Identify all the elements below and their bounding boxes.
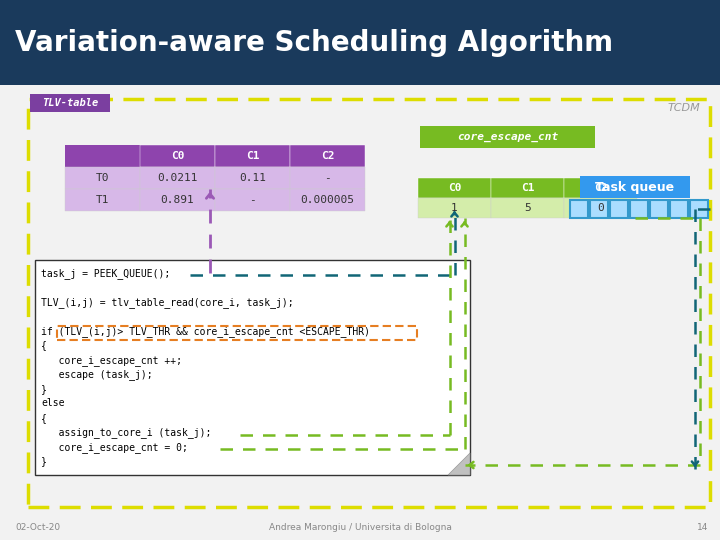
Text: core_i_escape_cnt ++;: core_i_escape_cnt ++; xyxy=(41,355,182,366)
FancyBboxPatch shape xyxy=(690,200,708,218)
Text: 0.11: 0.11 xyxy=(239,173,266,183)
FancyBboxPatch shape xyxy=(215,145,290,167)
FancyBboxPatch shape xyxy=(140,145,215,167)
FancyBboxPatch shape xyxy=(35,260,470,475)
Text: Andrea Marongiu / Universita di Bologna: Andrea Marongiu / Universita di Bologna xyxy=(269,523,451,532)
Text: C2: C2 xyxy=(594,183,607,193)
FancyBboxPatch shape xyxy=(491,178,564,198)
Text: C2: C2 xyxy=(320,151,334,161)
Text: -: - xyxy=(324,173,331,183)
Text: 0.000005: 0.000005 xyxy=(300,195,354,205)
Text: -: - xyxy=(249,195,256,205)
Text: {: { xyxy=(41,341,47,350)
Text: 0.891: 0.891 xyxy=(161,195,194,205)
FancyBboxPatch shape xyxy=(290,189,365,211)
FancyBboxPatch shape xyxy=(290,167,365,189)
Text: 0: 0 xyxy=(597,203,604,213)
FancyBboxPatch shape xyxy=(65,167,140,189)
FancyBboxPatch shape xyxy=(564,178,637,198)
Text: T0: T0 xyxy=(96,173,109,183)
FancyBboxPatch shape xyxy=(564,198,637,218)
Text: Variation-aware Scheduling Algorithm: Variation-aware Scheduling Algorithm xyxy=(15,29,613,57)
FancyBboxPatch shape xyxy=(418,198,491,218)
Text: TLV_(i,j) = tlv_table_read(core_i, task_j);: TLV_(i,j) = tlv_table_read(core_i, task_… xyxy=(41,297,294,308)
Text: 1: 1 xyxy=(451,203,458,213)
FancyBboxPatch shape xyxy=(0,0,720,85)
FancyBboxPatch shape xyxy=(670,200,688,218)
FancyBboxPatch shape xyxy=(140,189,215,211)
Text: assign_to_core_i (task_j);: assign_to_core_i (task_j); xyxy=(41,428,212,438)
Text: if (TLV_(i,j)> TLV_THR && core_i_escape_cnt <ESCAPE_THR): if (TLV_(i,j)> TLV_THR && core_i_escape_… xyxy=(41,326,370,337)
FancyBboxPatch shape xyxy=(590,200,608,218)
FancyBboxPatch shape xyxy=(65,189,140,211)
FancyBboxPatch shape xyxy=(630,200,648,218)
FancyBboxPatch shape xyxy=(418,178,491,198)
Text: task_j = PEEK_QUEUE();: task_j = PEEK_QUEUE(); xyxy=(41,268,170,279)
FancyBboxPatch shape xyxy=(420,126,595,148)
Text: C1: C1 xyxy=(246,151,259,161)
Text: C0: C0 xyxy=(171,151,184,161)
FancyBboxPatch shape xyxy=(580,176,690,198)
Text: }: } xyxy=(41,456,47,467)
FancyBboxPatch shape xyxy=(215,167,290,189)
FancyBboxPatch shape xyxy=(30,94,110,112)
Text: 02-Oct-20: 02-Oct-20 xyxy=(15,523,60,532)
FancyBboxPatch shape xyxy=(290,145,365,167)
Polygon shape xyxy=(448,453,470,475)
Text: core_i_escape_cnt = 0;: core_i_escape_cnt = 0; xyxy=(41,442,188,453)
Text: T1: T1 xyxy=(96,195,109,205)
Text: core_escape_cnt: core_escape_cnt xyxy=(457,132,558,142)
FancyBboxPatch shape xyxy=(610,200,628,218)
Text: C1: C1 xyxy=(521,183,534,193)
Text: else: else xyxy=(41,399,65,408)
FancyBboxPatch shape xyxy=(65,145,140,167)
FancyBboxPatch shape xyxy=(570,200,588,218)
Text: {: { xyxy=(41,413,47,423)
Text: TLV-table: TLV-table xyxy=(42,98,98,108)
Text: Task queue: Task queue xyxy=(595,180,675,193)
FancyBboxPatch shape xyxy=(215,189,290,211)
FancyBboxPatch shape xyxy=(0,85,720,540)
FancyBboxPatch shape xyxy=(140,167,215,189)
Text: }: } xyxy=(41,384,47,394)
Text: 14: 14 xyxy=(697,523,708,532)
Text: 5: 5 xyxy=(524,203,531,213)
Text: C0: C0 xyxy=(448,183,462,193)
Text: escape (task_j);: escape (task_j); xyxy=(41,369,153,380)
FancyBboxPatch shape xyxy=(650,200,668,218)
FancyBboxPatch shape xyxy=(491,198,564,218)
Text: TCDM: TCDM xyxy=(667,103,700,113)
Text: 0.0211: 0.0211 xyxy=(157,173,198,183)
